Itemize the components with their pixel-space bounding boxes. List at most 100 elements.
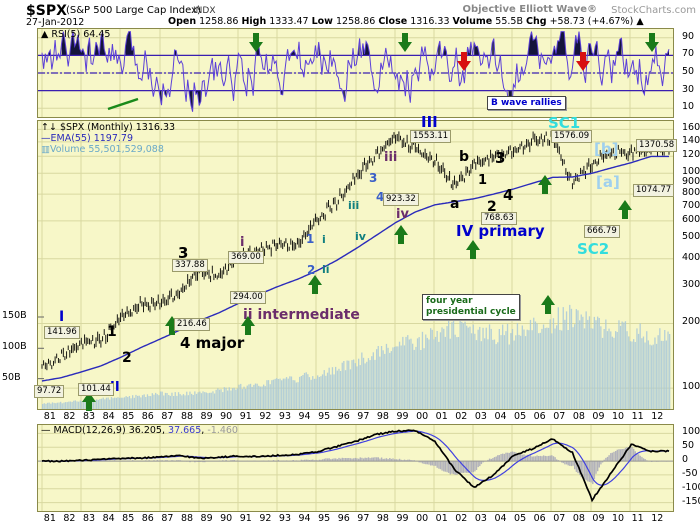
x-tick-84: 84 xyxy=(102,411,115,422)
x-tick-81: 81 xyxy=(43,411,56,422)
macd-signal-value: 37.665 xyxy=(168,425,202,436)
price-plot xyxy=(38,121,673,409)
x-tick-01: 01 xyxy=(435,411,448,422)
rsi-tick-10: 10 xyxy=(682,101,695,113)
x-tick-97: 97 xyxy=(357,513,370,524)
macd-plot xyxy=(38,425,673,511)
x-tick-97: 97 xyxy=(357,411,370,422)
wave-label-4-major: 4 major xyxy=(180,334,245,352)
open-value: 1258.86 xyxy=(199,16,239,27)
price-tick-1000: 1000 xyxy=(682,166,700,178)
volume-tick-100B: 100B xyxy=(2,340,27,352)
x-tick-11: 11 xyxy=(631,411,644,422)
x-tick-87: 87 xyxy=(161,411,174,422)
x-tick-93: 93 xyxy=(278,411,292,422)
x-tick-02: 02 xyxy=(455,411,468,422)
x-tick-86: 86 xyxy=(141,513,154,524)
callout-four-year-cycle: four year presidential cycle xyxy=(422,294,520,320)
sell-arrow-rsi-1 xyxy=(457,52,471,75)
price-tick-900: 900 xyxy=(682,176,700,188)
price-tick-600: 600 xyxy=(682,213,700,225)
buy-arrow-price-2 xyxy=(165,316,179,339)
x-tick-88: 88 xyxy=(180,513,194,524)
x-tick-10: 10 xyxy=(612,513,625,524)
x-tick-92: 92 xyxy=(259,411,272,422)
volume-legend-text: Volume 55,501,529,088 xyxy=(49,144,164,155)
rsi-y-axis: 90 70 50 30 10 xyxy=(678,28,700,118)
x-tick-91: 91 xyxy=(239,411,252,422)
wave-label-I-primary: I xyxy=(59,309,65,325)
ema-swatch-icon: — xyxy=(41,133,51,144)
x-tick-08: 08 xyxy=(572,513,585,524)
x-tick-09: 09 xyxy=(592,513,605,524)
wave-label-1-minor: 1 xyxy=(306,232,315,246)
x-tick-84: 84 xyxy=(102,513,115,524)
x-tick-83: 83 xyxy=(82,513,96,524)
x-tick-89: 89 xyxy=(200,411,213,422)
buy-arrow-price-4 xyxy=(308,275,322,298)
buy-arrow-price-3 xyxy=(241,316,255,339)
wave-label-3-minor: 3 xyxy=(369,171,378,185)
wave-label-a: a xyxy=(450,196,460,212)
buy-arrow-price-1 xyxy=(82,392,96,415)
x-tick-07: 07 xyxy=(553,411,566,422)
buy-arrow-price-9 xyxy=(618,200,632,223)
price-tick-200: 200 xyxy=(682,316,700,328)
price-legend-icon: ↑↓ xyxy=(41,122,57,133)
wave-label-2-minor: 2 xyxy=(307,263,316,277)
price-tick-300: 300 xyxy=(682,278,700,290)
symbol-full-name: (S&P 500 Large Cap Index) xyxy=(66,5,201,16)
macd-hist-value: -1.460 xyxy=(207,425,238,436)
wave-label-IV-primary: IV primary xyxy=(456,222,545,240)
wave-label-iii-minute: iii xyxy=(348,199,360,212)
chg-label: Chg xyxy=(526,16,547,27)
buy-arrow-rsi-1 xyxy=(249,33,263,56)
symbol-ticker: $SPX xyxy=(26,3,67,19)
price-tag-36900: 369.00 xyxy=(228,251,264,264)
x-axis-price: 81 82 83 84 85 86 87 88 89 90 91 92 93 94 95 96 97 98 99 00… xyxy=(37,410,674,424)
x-tick-83: 83 xyxy=(82,411,96,422)
x-tick-81: 81 xyxy=(43,513,56,524)
wave-label-iii-intermediate: iii xyxy=(384,150,398,165)
volume-y-axis-left: 50B 100B 150B xyxy=(0,120,36,410)
price-tick-500: 500 xyxy=(682,230,700,242)
price-tag-66679: 666.79 xyxy=(584,225,620,238)
x-tick-08: 08 xyxy=(572,411,585,422)
chg-value: +58.73 (+4.67%) xyxy=(549,16,634,27)
wave-label-II-primary: II xyxy=(110,380,120,395)
callout-line-2: presidential cycle xyxy=(426,307,516,317)
x-tick-98: 98 xyxy=(376,513,389,524)
rsi-legend-icon: ▲ xyxy=(41,29,49,40)
volume-label: Volume xyxy=(452,16,493,27)
rsi-tick-50: 50 xyxy=(682,66,695,77)
wave-label-2-correction: 2 xyxy=(487,199,497,215)
x-tick-11: 11 xyxy=(631,513,644,524)
wave-label-iv-intermediate: iv xyxy=(396,207,409,222)
x-tick-96: 96 xyxy=(337,513,350,524)
price-tag-14196: 141.96 xyxy=(44,326,80,339)
volume-swatch-icon: ▥ xyxy=(41,144,50,155)
x-tick-88: 88 xyxy=(180,411,194,422)
rsi-legend-text: RSI(5) 64.45 xyxy=(51,29,111,40)
macd-legend: — MACD(12,26,9) 36.205, 37.665, -1.460 xyxy=(41,425,238,436)
buy-arrow-rsi-2 xyxy=(398,33,412,56)
close-value: 1316.33 xyxy=(410,16,450,27)
x-tick-93: 93 xyxy=(278,513,292,524)
macd-legend-name: MACD(12,26,9) xyxy=(53,425,126,436)
x-tick-98: 98 xyxy=(376,411,389,422)
price-tick-800: 800 xyxy=(682,187,700,199)
close-label: Close xyxy=(378,16,408,27)
rsi-legend: ▲ RSI(5) 64.45 xyxy=(41,29,110,40)
x-tick-96: 96 xyxy=(337,411,350,422)
buy-arrow-price-7 xyxy=(538,175,552,198)
macd-tick-neg150: -150 xyxy=(682,495,700,507)
x-tick-10: 10 xyxy=(612,411,625,422)
x-tick-90: 90 xyxy=(220,411,233,422)
wave-label-a-bracket: [a] xyxy=(596,173,620,191)
price-tag-9772: 97.72 xyxy=(34,385,65,398)
callout-line-1: four year xyxy=(426,296,473,306)
macd-value: 36.205 xyxy=(128,425,162,436)
x-tick-04: 04 xyxy=(494,513,507,524)
macd-tick-50: 50 xyxy=(682,440,695,452)
x-tick-03: 03 xyxy=(474,513,487,524)
